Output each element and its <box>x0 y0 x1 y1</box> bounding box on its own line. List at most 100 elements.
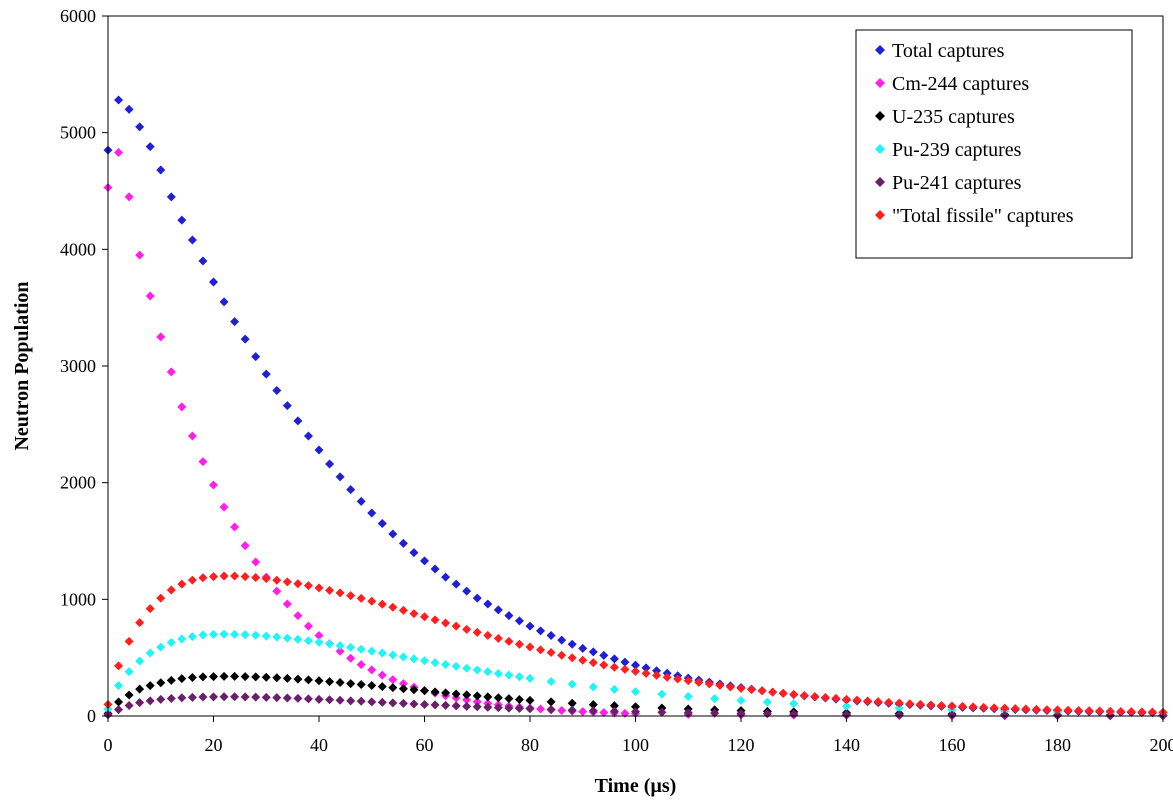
data-point <box>356 660 366 670</box>
data-point <box>135 122 145 132</box>
data-point <box>187 235 197 245</box>
y-tick-label: 0 <box>87 706 96 726</box>
data-point <box>430 687 440 697</box>
data-point <box>156 642 166 652</box>
data-point <box>187 431 197 441</box>
data-point <box>261 574 271 584</box>
legend-marker <box>875 144 885 154</box>
x-tick-label: 160 <box>939 735 966 755</box>
data-point <box>314 694 324 704</box>
data-point <box>209 692 218 702</box>
data-point <box>198 573 208 583</box>
x-tick-label: 140 <box>833 735 860 755</box>
data-point <box>789 699 799 709</box>
data-point <box>388 698 398 708</box>
data-point <box>504 611 514 621</box>
data-point <box>588 647 598 657</box>
data-point <box>388 675 398 685</box>
data-point <box>493 669 503 679</box>
data-point <box>683 708 693 718</box>
data-point <box>599 650 609 660</box>
data-point <box>230 692 240 702</box>
data-point <box>335 695 345 705</box>
data-point <box>388 650 398 660</box>
data-point <box>177 693 187 703</box>
data-point <box>578 707 588 717</box>
data-point <box>335 646 345 656</box>
data-point <box>799 690 809 700</box>
data-point <box>620 657 630 667</box>
data-point <box>156 332 166 342</box>
data-point <box>641 663 651 673</box>
data-point <box>420 686 429 696</box>
data-point <box>462 690 472 700</box>
data-point <box>493 633 503 643</box>
data-point <box>546 631 556 640</box>
data-point <box>493 605 503 615</box>
data-point <box>710 708 720 718</box>
data-point <box>472 697 482 707</box>
data-point <box>356 680 366 689</box>
data-point <box>135 618 145 628</box>
data-point <box>145 648 155 658</box>
data-point <box>409 548 419 558</box>
data-point <box>483 702 493 712</box>
data-point <box>451 689 461 699</box>
data-point <box>356 593 366 603</box>
data-point <box>820 692 830 702</box>
data-point <box>514 639 524 649</box>
data-point <box>187 575 197 585</box>
data-point <box>567 705 577 715</box>
data-point <box>377 697 387 707</box>
data-point <box>187 692 197 702</box>
data-point <box>177 579 187 589</box>
data-point <box>230 317 240 327</box>
data-point <box>462 624 472 634</box>
legend-label: U-235 captures <box>892 106 1015 128</box>
data-point <box>546 704 556 714</box>
data-point <box>325 585 335 595</box>
legend-marker <box>875 210 885 220</box>
data-point <box>578 655 588 665</box>
data-point <box>230 671 240 681</box>
data-point <box>525 642 535 652</box>
data-point <box>609 706 619 716</box>
data-point <box>124 690 134 700</box>
data-point <box>715 680 725 690</box>
data-point <box>578 643 588 653</box>
data-point <box>230 571 240 581</box>
data-point <box>282 673 292 683</box>
data-point <box>747 685 757 695</box>
data-point <box>620 664 630 674</box>
data-point <box>631 660 640 670</box>
data-point <box>557 706 567 716</box>
data-point <box>166 675 176 685</box>
data-point <box>483 599 493 609</box>
legend-marker <box>875 45 885 55</box>
data-point <box>462 701 472 711</box>
data-point <box>198 256 208 266</box>
data-point <box>989 703 999 713</box>
data-point <box>261 692 271 702</box>
data-point <box>346 485 356 495</box>
data-point <box>282 577 292 587</box>
data-point <box>398 538 408 548</box>
data-point <box>514 695 524 705</box>
data-point <box>145 142 155 152</box>
data-point <box>156 694 166 704</box>
data-point <box>683 692 693 702</box>
data-point <box>936 701 946 710</box>
data-point <box>282 401 292 411</box>
data-point <box>293 674 303 684</box>
data-point <box>398 605 408 615</box>
x-tick-label: 200 <box>1150 735 1173 755</box>
data-point <box>187 673 197 682</box>
data-point <box>124 192 134 202</box>
data-point <box>219 692 229 702</box>
data-point <box>483 692 493 702</box>
data-point <box>388 683 398 693</box>
data-point <box>177 674 187 684</box>
data-point <box>398 679 408 689</box>
data-point <box>441 700 451 710</box>
